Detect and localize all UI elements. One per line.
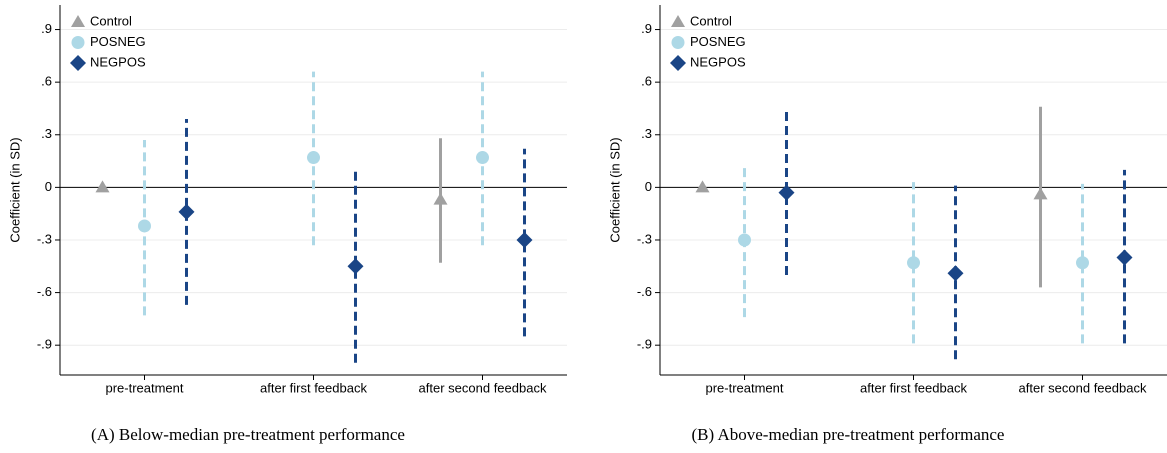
- legend-label: POSNEG: [90, 34, 146, 49]
- y-tick-label: -.3: [637, 231, 652, 246]
- y-tick-label: .9: [41, 21, 52, 36]
- y-tick-label: .6: [641, 74, 652, 89]
- diamond-marker: [516, 231, 533, 248]
- legend-label: Control: [690, 13, 732, 28]
- circle-marker: [671, 36, 685, 49]
- x-tick-label: after first feedback: [260, 380, 367, 395]
- y-tick-label: 0: [45, 179, 52, 194]
- y-tick-label: -.3: [37, 231, 52, 246]
- y-tick-label: .3: [641, 126, 652, 141]
- y-tick-label: -.6: [37, 284, 52, 299]
- legend-label: Control: [90, 13, 132, 28]
- diamond-marker: [670, 55, 686, 71]
- circle-marker: [907, 256, 920, 270]
- x-tick-label: after second feedback: [1019, 380, 1147, 395]
- panel: -.9 -.6 -.3 0 .3 .6 .9 Coefficient (in SD) pre-t…: [7, 5, 567, 444]
- diamond-marker: [778, 184, 795, 201]
- x-tick-label: pre-treatment: [105, 380, 183, 395]
- caption: (B) Above-median pre-treatment performan…: [692, 425, 1005, 444]
- diamond-marker: [947, 265, 964, 282]
- circle-marker: [71, 36, 85, 49]
- legend-label: NEGPOS: [90, 54, 146, 69]
- triangle-marker: [95, 180, 110, 193]
- y-axis-label: Coefficient (in SD): [607, 137, 622, 242]
- circle-marker: [738, 233, 751, 247]
- x-tick-label: after first feedback: [860, 380, 967, 395]
- circle-marker: [1076, 256, 1089, 270]
- y-tick-label: 0: [645, 179, 652, 194]
- legend-label: POSNEG: [690, 34, 746, 49]
- diamond-marker: [347, 258, 364, 275]
- diamond-marker: [70, 55, 86, 71]
- x-tick-label: pre-treatment: [705, 380, 783, 395]
- triangle-marker: [1033, 187, 1048, 200]
- triangle-marker: [71, 15, 85, 27]
- diamond-marker: [178, 203, 195, 220]
- circle-marker: [138, 219, 151, 233]
- y-tick-label: .3: [41, 126, 52, 141]
- y-tick-label: -.9: [37, 337, 52, 352]
- y-tick-label: -.6: [637, 284, 652, 299]
- triangle-marker: [433, 192, 448, 205]
- panel: -.9 -.6 -.3 0 .3 .6 .9 Coefficient (in SD) pre-t…: [607, 5, 1167, 444]
- diamond-marker: [1116, 249, 1133, 266]
- y-axis-label: Coefficient (in SD): [7, 137, 22, 242]
- caption: (A) Below-median pre-treatment performan…: [91, 425, 405, 444]
- x-tick-label: after second feedback: [419, 380, 547, 395]
- y-tick-label: -.9: [637, 337, 652, 352]
- y-tick-label: .9: [641, 21, 652, 36]
- circle-marker: [476, 151, 489, 165]
- y-tick-label: .6: [41, 74, 52, 89]
- legend-label: NEGPOS: [690, 54, 746, 69]
- triangle-marker: [671, 15, 685, 27]
- circle-marker: [307, 151, 320, 165]
- triangle-marker: [695, 180, 710, 193]
